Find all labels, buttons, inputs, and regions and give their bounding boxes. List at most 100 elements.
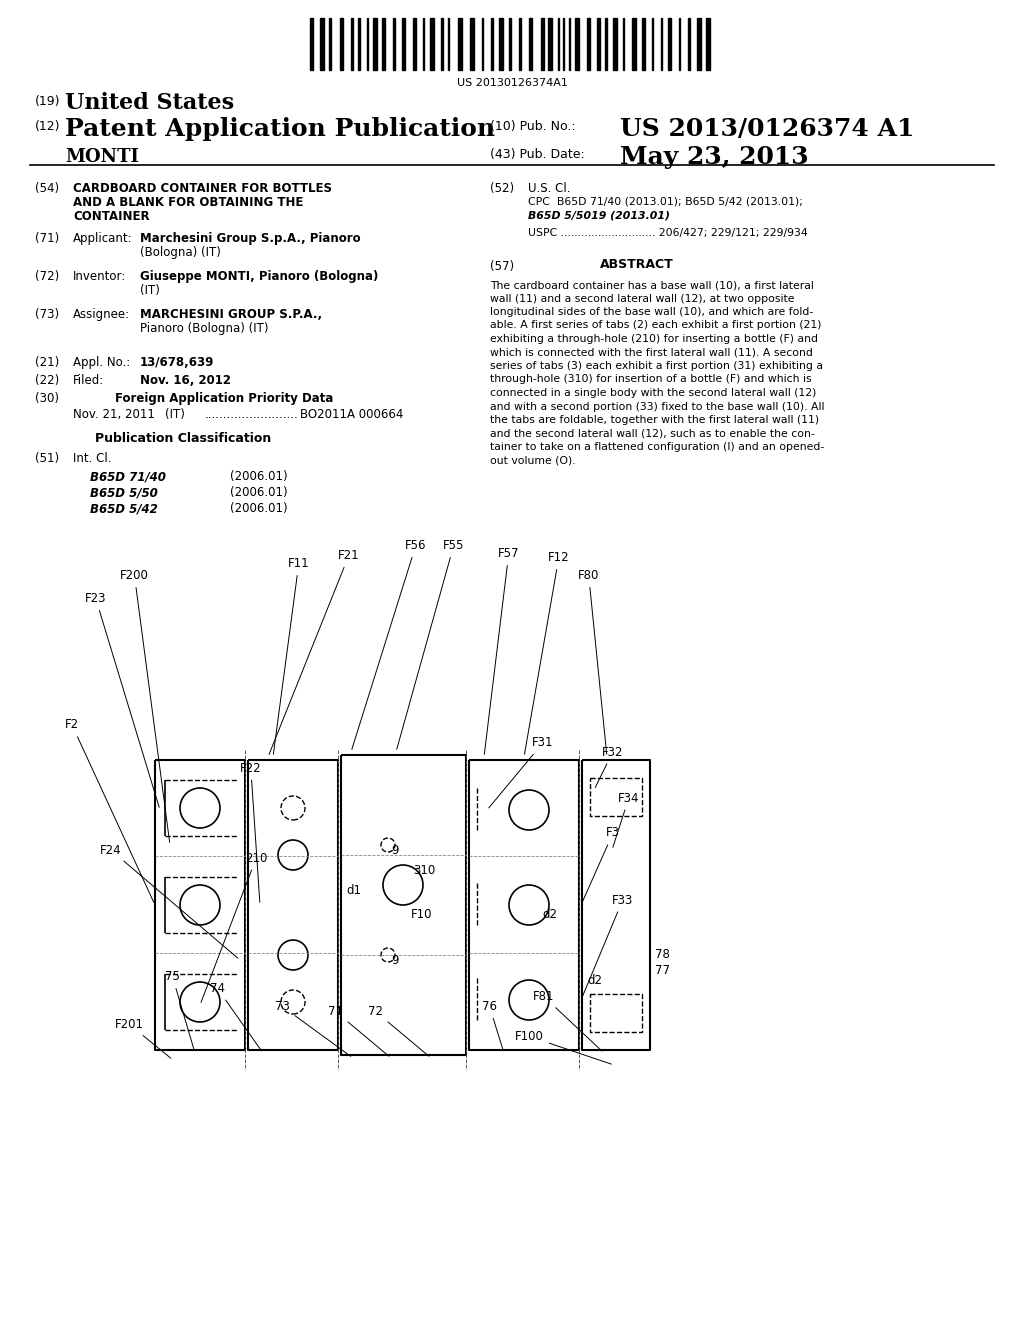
Text: 77: 77 bbox=[655, 964, 670, 977]
Text: F3: F3 bbox=[582, 826, 620, 903]
Text: Pianoro (Bologna) (IT): Pianoro (Bologna) (IT) bbox=[140, 322, 268, 335]
Text: longitudinal sides of the base wall (10), and which are fold-: longitudinal sides of the base wall (10)… bbox=[490, 308, 813, 317]
Text: Int. Cl.: Int. Cl. bbox=[73, 451, 112, 465]
Text: U.S. Cl.: U.S. Cl. bbox=[528, 182, 570, 195]
Bar bbox=[382, 18, 385, 70]
Bar bbox=[706, 18, 710, 70]
Text: F80: F80 bbox=[578, 569, 607, 754]
Text: (IT): (IT) bbox=[165, 408, 185, 421]
Text: 310: 310 bbox=[413, 863, 435, 876]
Text: The cardboard container has a base wall (10), a first lateral: The cardboard container has a base wall … bbox=[490, 280, 814, 290]
Bar bbox=[587, 18, 590, 70]
Text: (54): (54) bbox=[35, 182, 59, 195]
Text: Giuseppe MONTI, Pianoro (Bologna): Giuseppe MONTI, Pianoro (Bologna) bbox=[140, 271, 379, 282]
Bar bbox=[373, 18, 377, 70]
Text: 78: 78 bbox=[655, 949, 670, 961]
Text: Appl. No.:: Appl. No.: bbox=[73, 356, 130, 370]
Bar bbox=[470, 18, 474, 70]
Bar bbox=[351, 18, 353, 70]
Bar bbox=[697, 18, 701, 70]
Text: May 23, 2013: May 23, 2013 bbox=[620, 145, 809, 169]
Text: F23: F23 bbox=[85, 591, 159, 808]
Text: F55: F55 bbox=[396, 539, 464, 750]
Bar bbox=[430, 18, 434, 70]
Text: Inventor:: Inventor: bbox=[73, 271, 126, 282]
Text: United States: United States bbox=[65, 92, 234, 114]
Text: F2: F2 bbox=[65, 718, 154, 903]
Text: (22): (22) bbox=[35, 374, 59, 387]
Bar bbox=[613, 18, 617, 70]
Bar bbox=[519, 18, 521, 70]
Text: and with a second portion (33) fixed to the base wall (10). All: and with a second portion (33) fixed to … bbox=[490, 401, 824, 412]
Text: F56: F56 bbox=[352, 539, 427, 750]
Text: Assignee:: Assignee: bbox=[73, 308, 130, 321]
Text: ABSTRACT: ABSTRACT bbox=[600, 257, 674, 271]
Text: through-hole (310) for insertion of a bottle (F) and which is: through-hole (310) for insertion of a bo… bbox=[490, 375, 812, 384]
Text: out volume (O).: out volume (O). bbox=[490, 455, 575, 466]
Text: B65D 5/42: B65D 5/42 bbox=[90, 502, 158, 515]
Text: d2: d2 bbox=[542, 908, 557, 921]
Text: series of tabs (3) each exhibit a first portion (31) exhibiting a: series of tabs (3) each exhibit a first … bbox=[490, 360, 823, 371]
Text: F34: F34 bbox=[612, 792, 640, 847]
Text: wall (11) and a second lateral wall (12), at two opposite: wall (11) and a second lateral wall (12)… bbox=[490, 293, 795, 304]
Text: (21): (21) bbox=[35, 356, 59, 370]
Text: (30): (30) bbox=[35, 392, 59, 405]
Text: tainer to take on a flattened configuration (I) and an opened-: tainer to take on a flattened configurat… bbox=[490, 442, 824, 451]
Bar bbox=[490, 18, 493, 70]
Text: exhibiting a through-hole (210) for inserting a bottle (F) and: exhibiting a through-hole (210) for inse… bbox=[490, 334, 818, 345]
Text: Filed:: Filed: bbox=[73, 374, 104, 387]
Bar bbox=[509, 18, 511, 70]
Bar bbox=[358, 18, 360, 70]
Text: 210: 210 bbox=[201, 851, 267, 1002]
Text: 76: 76 bbox=[482, 1001, 503, 1051]
Text: F200: F200 bbox=[120, 569, 170, 842]
Text: (71): (71) bbox=[35, 232, 59, 246]
Text: F12: F12 bbox=[524, 550, 569, 754]
Text: F57: F57 bbox=[484, 546, 519, 754]
Text: (51): (51) bbox=[35, 451, 59, 465]
Text: (43) Pub. Date:: (43) Pub. Date: bbox=[490, 148, 585, 161]
Bar bbox=[393, 18, 395, 70]
Text: (52): (52) bbox=[490, 182, 514, 195]
Text: B65D 5/50: B65D 5/50 bbox=[90, 486, 158, 499]
Text: US 20130126374A1: US 20130126374A1 bbox=[457, 78, 567, 88]
Text: Nov. 16, 2012: Nov. 16, 2012 bbox=[140, 374, 231, 387]
Text: CONTAINER: CONTAINER bbox=[73, 210, 150, 223]
Text: BO2011A 000664: BO2011A 000664 bbox=[300, 408, 403, 421]
Bar bbox=[310, 18, 313, 70]
Text: (19): (19) bbox=[35, 95, 60, 108]
Bar bbox=[340, 18, 343, 70]
Text: F81: F81 bbox=[534, 990, 602, 1051]
Bar bbox=[548, 18, 552, 70]
Text: (2006.01): (2006.01) bbox=[230, 470, 288, 483]
Bar bbox=[575, 18, 579, 70]
Bar bbox=[402, 18, 406, 70]
Text: 9: 9 bbox=[391, 953, 398, 966]
Text: 72: 72 bbox=[368, 1005, 429, 1056]
Bar bbox=[632, 18, 636, 70]
Text: USPC ............................ 206/427; 229/121; 229/934: USPC ............................ 206/42… bbox=[528, 228, 808, 238]
Text: CPC  B65D 71/40 (2013.01); B65D 5/42 (2013.01);: CPC B65D 71/40 (2013.01); B65D 5/42 (201… bbox=[528, 195, 803, 206]
Text: US 2013/0126374 A1: US 2013/0126374 A1 bbox=[620, 117, 914, 141]
Text: F31: F31 bbox=[488, 737, 554, 808]
Text: d2: d2 bbox=[587, 974, 602, 986]
Text: Marchesini Group S.p.A., Pianoro: Marchesini Group S.p.A., Pianoro bbox=[140, 232, 360, 246]
Bar bbox=[605, 18, 607, 70]
Text: .........................: ......................... bbox=[205, 408, 299, 421]
Bar bbox=[597, 18, 600, 70]
Text: (72): (72) bbox=[35, 271, 59, 282]
Text: 74: 74 bbox=[210, 982, 261, 1051]
Bar bbox=[668, 18, 671, 70]
Text: (Bologna) (IT): (Bologna) (IT) bbox=[140, 246, 221, 259]
Bar bbox=[688, 18, 690, 70]
Text: (12): (12) bbox=[35, 120, 60, 133]
Text: 9: 9 bbox=[391, 843, 398, 857]
Text: (IT): (IT) bbox=[140, 284, 160, 297]
Text: and the second lateral wall (12), such as to enable the con-: and the second lateral wall (12), such a… bbox=[490, 429, 815, 438]
Text: Applicant:: Applicant: bbox=[73, 232, 133, 246]
Text: F11: F11 bbox=[273, 557, 309, 754]
Text: (2006.01): (2006.01) bbox=[230, 502, 288, 515]
Text: Patent Application Publication: Patent Application Publication bbox=[65, 117, 496, 141]
Bar bbox=[319, 18, 324, 70]
Text: F21: F21 bbox=[269, 549, 359, 755]
